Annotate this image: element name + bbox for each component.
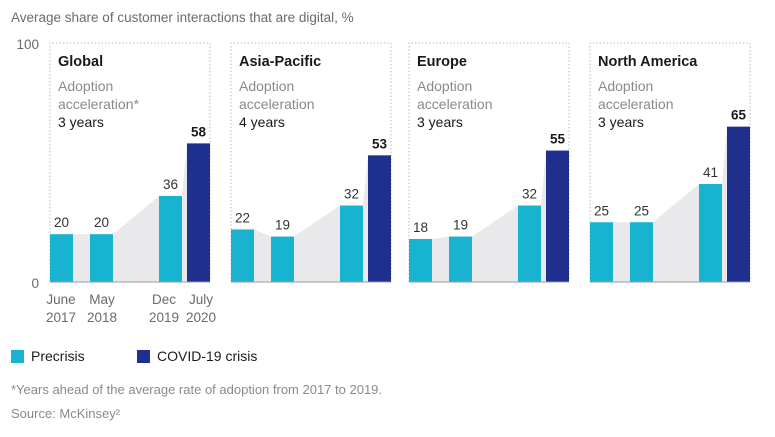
value-label-asia-pacific-1: 22	[235, 210, 250, 225]
bar-global-3	[159, 195, 182, 282]
value-label-north-america-1: 25	[594, 203, 609, 218]
panel-europe: 18 19 32 55 Europe Adoption acceleration 3 year…	[408, 42, 570, 283]
value-label-asia-pacific-3: 32	[344, 187, 359, 202]
y-tick-zero: 0	[31, 276, 39, 291]
value-label-europe-4: 55	[550, 132, 566, 147]
x-tick-labels: June 2017 May 2018 Dec 2019 July 2020	[46, 292, 216, 325]
chart-subtitle: Average share of customer interactions t…	[11, 10, 354, 25]
bar-asia-pacific-2	[271, 236, 294, 282]
y-tick-max: 100	[16, 37, 39, 52]
accel-label-europe-1: Adoption	[417, 78, 472, 94]
bar-global-4	[187, 143, 210, 282]
value-label-north-america-3: 41	[703, 165, 718, 180]
value-label-global-2: 20	[94, 215, 109, 230]
accel-label-asia-pacific-1: Adoption	[239, 78, 294, 94]
panel-title-europe: Europe	[417, 54, 467, 70]
x-tick-1-line2: 2017	[46, 310, 76, 325]
value-label-global-1: 20	[54, 215, 69, 230]
legend-label-precrisis: Precrisis	[31, 348, 85, 364]
x-tick-2-line2: 2018	[87, 310, 117, 325]
accel-label-europe-2: acceleration	[417, 96, 493, 112]
accel-years-europe: 3 years	[417, 114, 463, 130]
bar-europe-3	[518, 205, 541, 282]
value-label-europe-1: 18	[413, 220, 428, 235]
bar-asia-pacific-3	[340, 205, 363, 282]
legend-swatch-precrisis	[11, 350, 24, 363]
value-label-global-3: 36	[163, 177, 178, 192]
x-tick-4-line1: July	[189, 292, 213, 307]
panel-title-global: Global	[58, 54, 103, 70]
panel-north-america: 25 25 41 65 North America Adoption acceleratio…	[589, 42, 751, 283]
x-tick-2-line1: May	[89, 292, 115, 307]
legend: Precrisis COVID-19 crisis	[11, 348, 257, 364]
bar-north-america-1	[590, 222, 613, 282]
legend-label-covid: COVID-19 crisis	[157, 348, 257, 364]
panel-global: 20 20 36 58 Global Adoption acceleration* 3 yea…	[49, 42, 211, 283]
bar-global-1	[50, 234, 73, 282]
accel-label-global-2: acceleration*	[58, 96, 139, 112]
value-label-asia-pacific-4: 53	[372, 136, 388, 151]
panel-title-north-america: North America	[598, 54, 698, 70]
footnote: *Years ahead of the average rate of adop…	[11, 382, 382, 397]
value-label-north-america-2: 25	[634, 203, 649, 218]
accel-years-asia-pacific: 4 years	[239, 114, 285, 130]
bar-europe-4	[546, 150, 569, 282]
accel-years-north-america: 3 years	[598, 114, 644, 130]
bar-europe-2	[449, 236, 472, 282]
bar-global-2	[90, 234, 113, 282]
panel-title-asia-pacific: Asia-Pacific	[239, 54, 321, 70]
panels-group: 20 20 36 58 Global Adoption acceleration* 3 yea…	[49, 42, 751, 283]
accel-label-north-america-1: Adoption	[598, 78, 653, 94]
x-tick-1-line1: June	[46, 292, 75, 307]
bar-europe-1	[409, 238, 432, 282]
x-tick-4-line2: 2020	[186, 310, 216, 325]
bar-asia-pacific-1	[231, 229, 254, 282]
source-note: Source: McKinsey²	[11, 406, 121, 421]
accel-label-north-america-2: acceleration	[598, 96, 674, 112]
bar-north-america-4	[727, 126, 750, 283]
value-label-north-america-4: 65	[731, 108, 747, 123]
panel-asia-pacific: 22 19 32 53 Asia-Pacific Adoption acceleration…	[230, 42, 392, 283]
bar-north-america-2	[630, 222, 653, 282]
x-tick-3-line2: 2019	[149, 310, 179, 325]
value-label-global-4: 58	[191, 124, 207, 139]
bar-north-america-3	[699, 184, 722, 282]
accel-label-asia-pacific-2: acceleration	[239, 96, 315, 112]
x-tick-3-line1: Dec	[152, 292, 176, 307]
accel-label-global-1: Adoption	[58, 78, 113, 94]
value-label-europe-2: 19	[453, 218, 468, 233]
value-label-europe-3: 32	[522, 187, 537, 202]
legend-swatch-covid	[137, 350, 150, 363]
value-label-asia-pacific-2: 19	[275, 218, 290, 233]
accel-years-global: 3 years	[58, 114, 104, 130]
bar-asia-pacific-4	[368, 155, 391, 282]
